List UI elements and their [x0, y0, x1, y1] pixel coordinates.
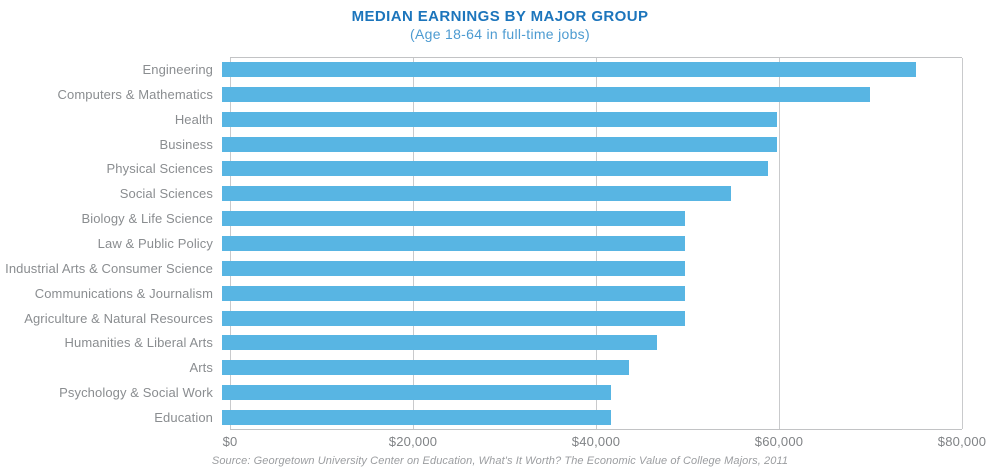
- gridline: [962, 58, 963, 429]
- gridline: [779, 58, 780, 429]
- bar: [222, 186, 731, 202]
- bar-track: [222, 186, 962, 202]
- bar: [222, 360, 629, 376]
- category-label: Engineering: [142, 61, 213, 77]
- category-label: Psychology & Social Work: [59, 385, 213, 401]
- bar: [222, 335, 657, 351]
- bar-track: [222, 335, 962, 351]
- bar-track: [222, 211, 962, 227]
- category-label: Biology & Life Science: [81, 211, 213, 227]
- bar-track: [222, 235, 962, 251]
- bar-row: Engineering: [0, 57, 1000, 82]
- bar: [222, 285, 685, 301]
- category-label: Computers & Mathematics: [57, 86, 213, 102]
- bar: [222, 86, 870, 102]
- bar-track: [222, 385, 962, 401]
- bar: [222, 136, 777, 152]
- bar-row: Agriculture & Natural Resources: [0, 306, 1000, 331]
- bar-row: Arts: [0, 355, 1000, 380]
- category-label: Health: [174, 111, 213, 127]
- category-label: Business: [159, 136, 213, 152]
- chart-header: MEDIAN EARNINGS BY MAJOR GROUP (Age 18-6…: [0, 7, 1000, 43]
- bar-track: [222, 360, 962, 376]
- bar: [222, 310, 685, 326]
- bar-track: [222, 136, 962, 152]
- bar-row: Biology & Life Science: [0, 206, 1000, 231]
- bar-track: [222, 111, 962, 127]
- category-label: Humanities & Liberal Arts: [64, 335, 213, 351]
- bar: [222, 61, 916, 77]
- bar: [222, 211, 685, 227]
- bar-track: [222, 86, 962, 102]
- chart-subtitle: (Age 18-64 in full-time jobs): [410, 26, 590, 42]
- x-tick-label: $40,000: [571, 434, 621, 449]
- bar-track: [222, 310, 962, 326]
- category-label: Agriculture & Natural Resources: [24, 310, 213, 326]
- bar-row: Education: [0, 405, 1000, 430]
- category-label: Law & Public Policy: [97, 235, 213, 251]
- x-tick-label: $80,000: [937, 434, 987, 449]
- category-label: Communications & Journalism: [34, 285, 213, 301]
- category-label: Industrial Arts & Consumer Science: [5, 260, 213, 276]
- bar-rows: Engineering Computers & Mathematics Health…: [0, 57, 1000, 430]
- bar-row: Industrial Arts & Consumer Science: [0, 256, 1000, 281]
- bar-row: Psychology & Social Work: [0, 380, 1000, 405]
- bar-track: [222, 285, 962, 301]
- bar: [222, 235, 685, 251]
- bar-row: Business: [0, 132, 1000, 157]
- x-tick-label: $0: [222, 434, 238, 449]
- category-label: Physical Sciences: [106, 161, 213, 177]
- x-tick-label: $60,000: [754, 434, 804, 449]
- category-label: Social Sciences: [119, 186, 213, 202]
- x-tick-label: $20,000: [388, 434, 438, 449]
- bar: [222, 409, 611, 425]
- bar-track: [222, 161, 962, 177]
- category-label: Arts: [189, 360, 213, 376]
- bar-row: Communications & Journalism: [0, 281, 1000, 306]
- chart-title: MEDIAN EARNINGS BY MAJOR GROUP: [351, 8, 649, 25]
- bar-track: [222, 260, 962, 276]
- bar-row: Humanities & Liberal Arts: [0, 330, 1000, 355]
- bar-row: Social Sciences: [0, 181, 1000, 206]
- bar-row: Computers & Mathematics: [0, 82, 1000, 107]
- bar: [222, 111, 777, 127]
- bar: [222, 161, 768, 177]
- bar-row: Law & Public Policy: [0, 231, 1000, 256]
- bar-row: Health: [0, 107, 1000, 132]
- bar-track: [222, 61, 962, 77]
- bar: [222, 260, 685, 276]
- bar: [222, 385, 611, 401]
- bar-chart: Engineering Computers & Mathematics Health…: [0, 57, 1000, 430]
- source-note: Source: Georgetown University Center on …: [211, 455, 789, 467]
- bar-row: Physical Sciences: [0, 156, 1000, 181]
- bar-track: [222, 409, 962, 425]
- x-axis: $0 $20,000 $40,000 $60,000 $80,000: [223, 434, 986, 454]
- category-label: Education: [154, 409, 213, 425]
